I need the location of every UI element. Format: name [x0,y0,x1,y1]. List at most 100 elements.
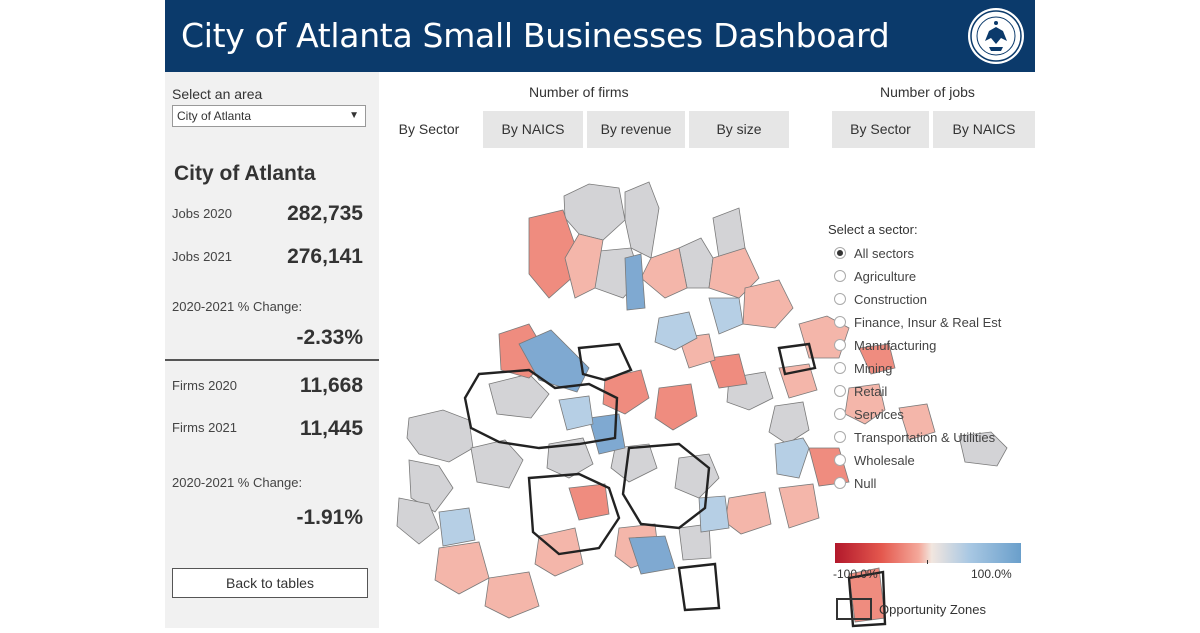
map-tract[interactable] [768,401,810,445]
chevron-down-icon: ▼ [349,110,359,121]
map-tract[interactable] [628,535,676,575]
radio-wholesale[interactable] [834,454,846,466]
tab-firms-by-revenue[interactable]: By revenue [587,111,685,148]
opportunity-zone[interactable] [577,342,633,382]
tab-jobs-by-naics[interactable]: By NAICS [933,111,1035,148]
opportunity-zone[interactable] [677,562,721,612]
sidebar: Select an area City of Atlanta ▼ City of… [165,72,379,628]
radio-retail[interactable] [834,385,846,397]
radio-finance[interactable] [834,316,846,328]
opportunity-zone[interactable] [463,368,619,450]
map-tract[interactable] [484,571,540,619]
map-tract[interactable] [396,497,440,545]
firms-change-value: -1.91% [296,506,363,529]
map-tract[interactable] [588,413,626,455]
map-tract[interactable] [546,437,594,479]
radio-label[interactable]: Null [854,476,877,491]
radio-agriculture[interactable] [834,270,846,282]
map-tract[interactable] [602,369,650,415]
jobs-2020-value: 282,735 [287,202,363,225]
radio-all-sectors[interactable] [834,247,846,259]
firms-2021-value: 11,445 [299,417,363,440]
map-tract[interactable] [654,383,698,431]
back-to-tables-button[interactable]: Back to tables [172,568,368,598]
opportunity-zone[interactable] [621,442,711,530]
firms-2020-label: Firms 2020 [172,378,238,393]
tab-firms-by-sector[interactable]: By Sector [379,111,479,148]
map-tract[interactable] [568,483,610,521]
radio-label[interactable]: Retail [854,384,888,399]
radio-label[interactable]: Finance, Insur & Real Est [854,315,1002,330]
opportunity-zones-legend-swatch [836,598,872,620]
map-tract[interactable] [408,459,454,513]
radio-label[interactable]: Wholesale [854,453,915,468]
firms-2020-value: 11,668 [299,374,363,397]
map-tract[interactable] [674,453,720,499]
legend-midpoint-tick [927,560,928,564]
radio-construction[interactable] [834,293,846,305]
map-tract[interactable] [470,439,524,489]
jobs-change-value: -2.33% [296,326,363,349]
page-title: City of Atlanta Small Businesses Dashboa… [181,16,890,55]
radio-label[interactable]: Mining [854,361,893,376]
map-tract[interactable] [958,431,1008,467]
radio-services[interactable] [834,408,846,420]
map-tract[interactable] [898,403,936,441]
choropleth-map[interactable] [379,148,1035,628]
map-tract[interactable] [434,541,490,595]
area-select-label: Select an area [172,86,263,102]
radio-label[interactable]: Construction [854,292,927,307]
sector-filter-title: Select a sector: [828,222,918,237]
radio-label[interactable]: Manufacturing [854,338,937,353]
map-tract[interactable] [406,409,474,463]
map-tract[interactable] [678,523,712,561]
map-tract[interactable] [742,279,794,329]
map-tract[interactable] [534,527,584,577]
sidebar-divider [165,359,379,361]
radio-label[interactable]: Services [854,407,904,422]
radio-mining[interactable] [834,362,846,374]
opportunity-zone[interactable] [777,342,817,376]
area-name-heading: City of Atlanta [174,162,316,185]
jobs-2021-value: 276,141 [287,245,363,268]
tab-firms-by-naics[interactable]: By NAICS [483,111,583,148]
map-tract[interactable] [624,253,646,311]
opportunity-zone[interactable] [527,472,621,556]
jobs-2020-label: Jobs 2020 [172,206,232,221]
map-tract[interactable] [654,311,698,351]
map-tract[interactable] [708,297,744,335]
map-tract[interactable] [438,507,476,547]
radio-transportation[interactable] [834,431,846,443]
radio-label[interactable]: Agriculture [854,269,917,284]
firms-2021-label: Firms 2021 [172,420,238,435]
jobs-tabs-heading: Number of jobs [880,84,975,100]
tab-jobs-by-sector[interactable]: By Sector [832,111,929,148]
map-tract[interactable] [774,437,810,479]
jobs-change-label: 2020-2021 % Change: [172,299,303,314]
jobs-2021-label: Jobs 2021 [172,249,232,264]
radio-label[interactable]: All sectors [854,246,914,261]
radio-label[interactable]: Transportation & Utilities [854,430,996,445]
city-seal-icon [968,8,1024,64]
legend-max-label: 100.0% [971,567,1012,581]
opportunity-zone[interactable] [847,570,887,628]
map-tract[interactable] [708,353,748,389]
firms-change-label: 2020-2021 % Change: [172,475,303,490]
map-tract[interactable] [558,395,594,431]
tab-firms-by-size[interactable]: By size [689,111,789,148]
map-tract[interactable] [624,181,660,259]
map-tract[interactable] [778,483,820,529]
radio-manufacturing[interactable] [834,339,846,351]
map-tract[interactable] [724,491,772,535]
map-tract[interactable] [563,183,626,241]
area-select[interactable]: City of Atlanta ▼ [172,105,366,127]
area-select-value: City of Atlanta [177,109,252,123]
map-tract[interactable] [698,495,730,533]
header-bar: City of Atlanta Small Businesses Dashboa… [165,0,1035,72]
map-tract[interactable] [844,383,886,425]
radio-null[interactable] [834,477,846,489]
map-tract[interactable] [564,233,604,299]
legend-min-label: -100.0% [833,567,878,581]
map-tract[interactable] [858,343,896,375]
map-tract[interactable] [610,443,658,483]
